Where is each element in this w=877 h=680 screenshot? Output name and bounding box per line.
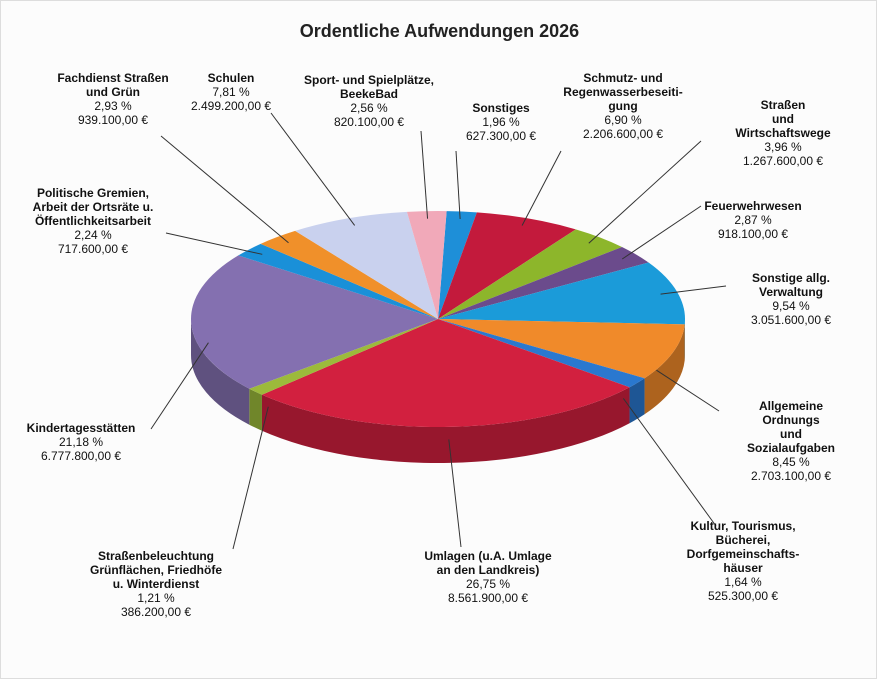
- percent-label: 8,45 %: [747, 455, 835, 469]
- percent-label: 2,24 %: [33, 228, 154, 242]
- leader-line: [271, 113, 355, 225]
- amount-label: 939.100,00 €: [57, 113, 168, 127]
- leader-line: [421, 131, 428, 219]
- amount-label: 627.300,00 €: [466, 129, 536, 143]
- category-label: Kindertagesstätten: [27, 421, 136, 435]
- amount-label: 2.206.600,00 €: [563, 127, 682, 141]
- percent-label: 3,96 %: [735, 140, 830, 154]
- category-label: Schulen: [191, 71, 271, 85]
- category-label: Umlagen (u.A. Umlage an den Landkreis): [424, 549, 551, 577]
- amount-label: 8.561.900,00 €: [424, 591, 551, 605]
- leader-line: [151, 343, 208, 429]
- amount-label: 3.051.600,00 €: [751, 313, 831, 327]
- category-label: Sport- und Spielplätze, BeekeBad: [304, 73, 434, 101]
- percent-label: 1,64 %: [687, 575, 800, 589]
- chart-title: Ordentliche Aufwendungen 2026: [1, 21, 877, 42]
- leader-line: [233, 407, 268, 549]
- category-label: Straßen und Wirtschaftswege: [735, 98, 830, 140]
- leader-line: [522, 151, 561, 226]
- amount-label: 918.100,00 €: [704, 227, 801, 241]
- leader-line: [166, 233, 262, 254]
- amount-label: 2.499.200,00 €: [191, 99, 271, 113]
- amount-label: 2.703.100,00 €: [747, 469, 835, 483]
- category-label: Fachdienst Straßen und Grün: [57, 71, 168, 99]
- percent-label: 1,96 %: [466, 115, 536, 129]
- amount-label: 1.267.600,00 €: [735, 154, 830, 168]
- category-label: Sonstiges: [466, 101, 536, 115]
- data-label: Straßenbeleuchtung Grünflächen, Friedhöf…: [90, 549, 222, 619]
- leader-line: [161, 136, 288, 243]
- amount-label: 525.300,00 €: [687, 589, 800, 603]
- category-label: Politische Gremien, Arbeit der Ortsräte …: [33, 186, 154, 228]
- percent-label: 21,18 %: [27, 435, 136, 449]
- category-label: Kultur, Tourismus, Bücherei, Dorfgemeins…: [687, 519, 800, 575]
- category-label: Schmutz- und Regenwasserbeseiti- gung: [563, 71, 682, 113]
- amount-label: 6.777.800,00 €: [27, 449, 136, 463]
- category-label: Feuerwehrwesen: [704, 199, 801, 213]
- leader-line: [622, 206, 701, 259]
- percent-label: 9,54 %: [751, 299, 831, 313]
- percent-label: 2,93 %: [57, 99, 168, 113]
- percent-label: 1,21 %: [90, 591, 222, 605]
- leader-line: [623, 398, 716, 526]
- data-label: Umlagen (u.A. Umlage an den Landkreis)26…: [424, 549, 551, 605]
- category-label: Sonstige allg. Verwaltung: [751, 271, 831, 299]
- amount-label: 717.600,00 €: [33, 242, 154, 256]
- percent-label: 2,87 %: [704, 213, 801, 227]
- slice-side: [249, 389, 262, 431]
- percent-label: 26,75 %: [424, 577, 551, 591]
- leader-line: [589, 141, 701, 243]
- amount-label: 386.200,00 €: [90, 605, 222, 619]
- percent-label: 6,90 %: [563, 113, 682, 127]
- category-label: Allgemeine Ordnungs und Sozialaufgaben: [747, 399, 835, 455]
- amount-label: 820.100,00 €: [304, 115, 434, 129]
- data-label: Kultur, Tourismus, Bücherei, Dorfgemeins…: [687, 519, 800, 603]
- percent-label: 2,56 %: [304, 101, 434, 115]
- data-label: Politische Gremien, Arbeit der Ortsräte …: [33, 186, 154, 256]
- category-label: Straßenbeleuchtung Grünflächen, Friedhöf…: [90, 549, 222, 591]
- leader-line: [456, 151, 460, 219]
- percent-label: 7,81 %: [191, 85, 271, 99]
